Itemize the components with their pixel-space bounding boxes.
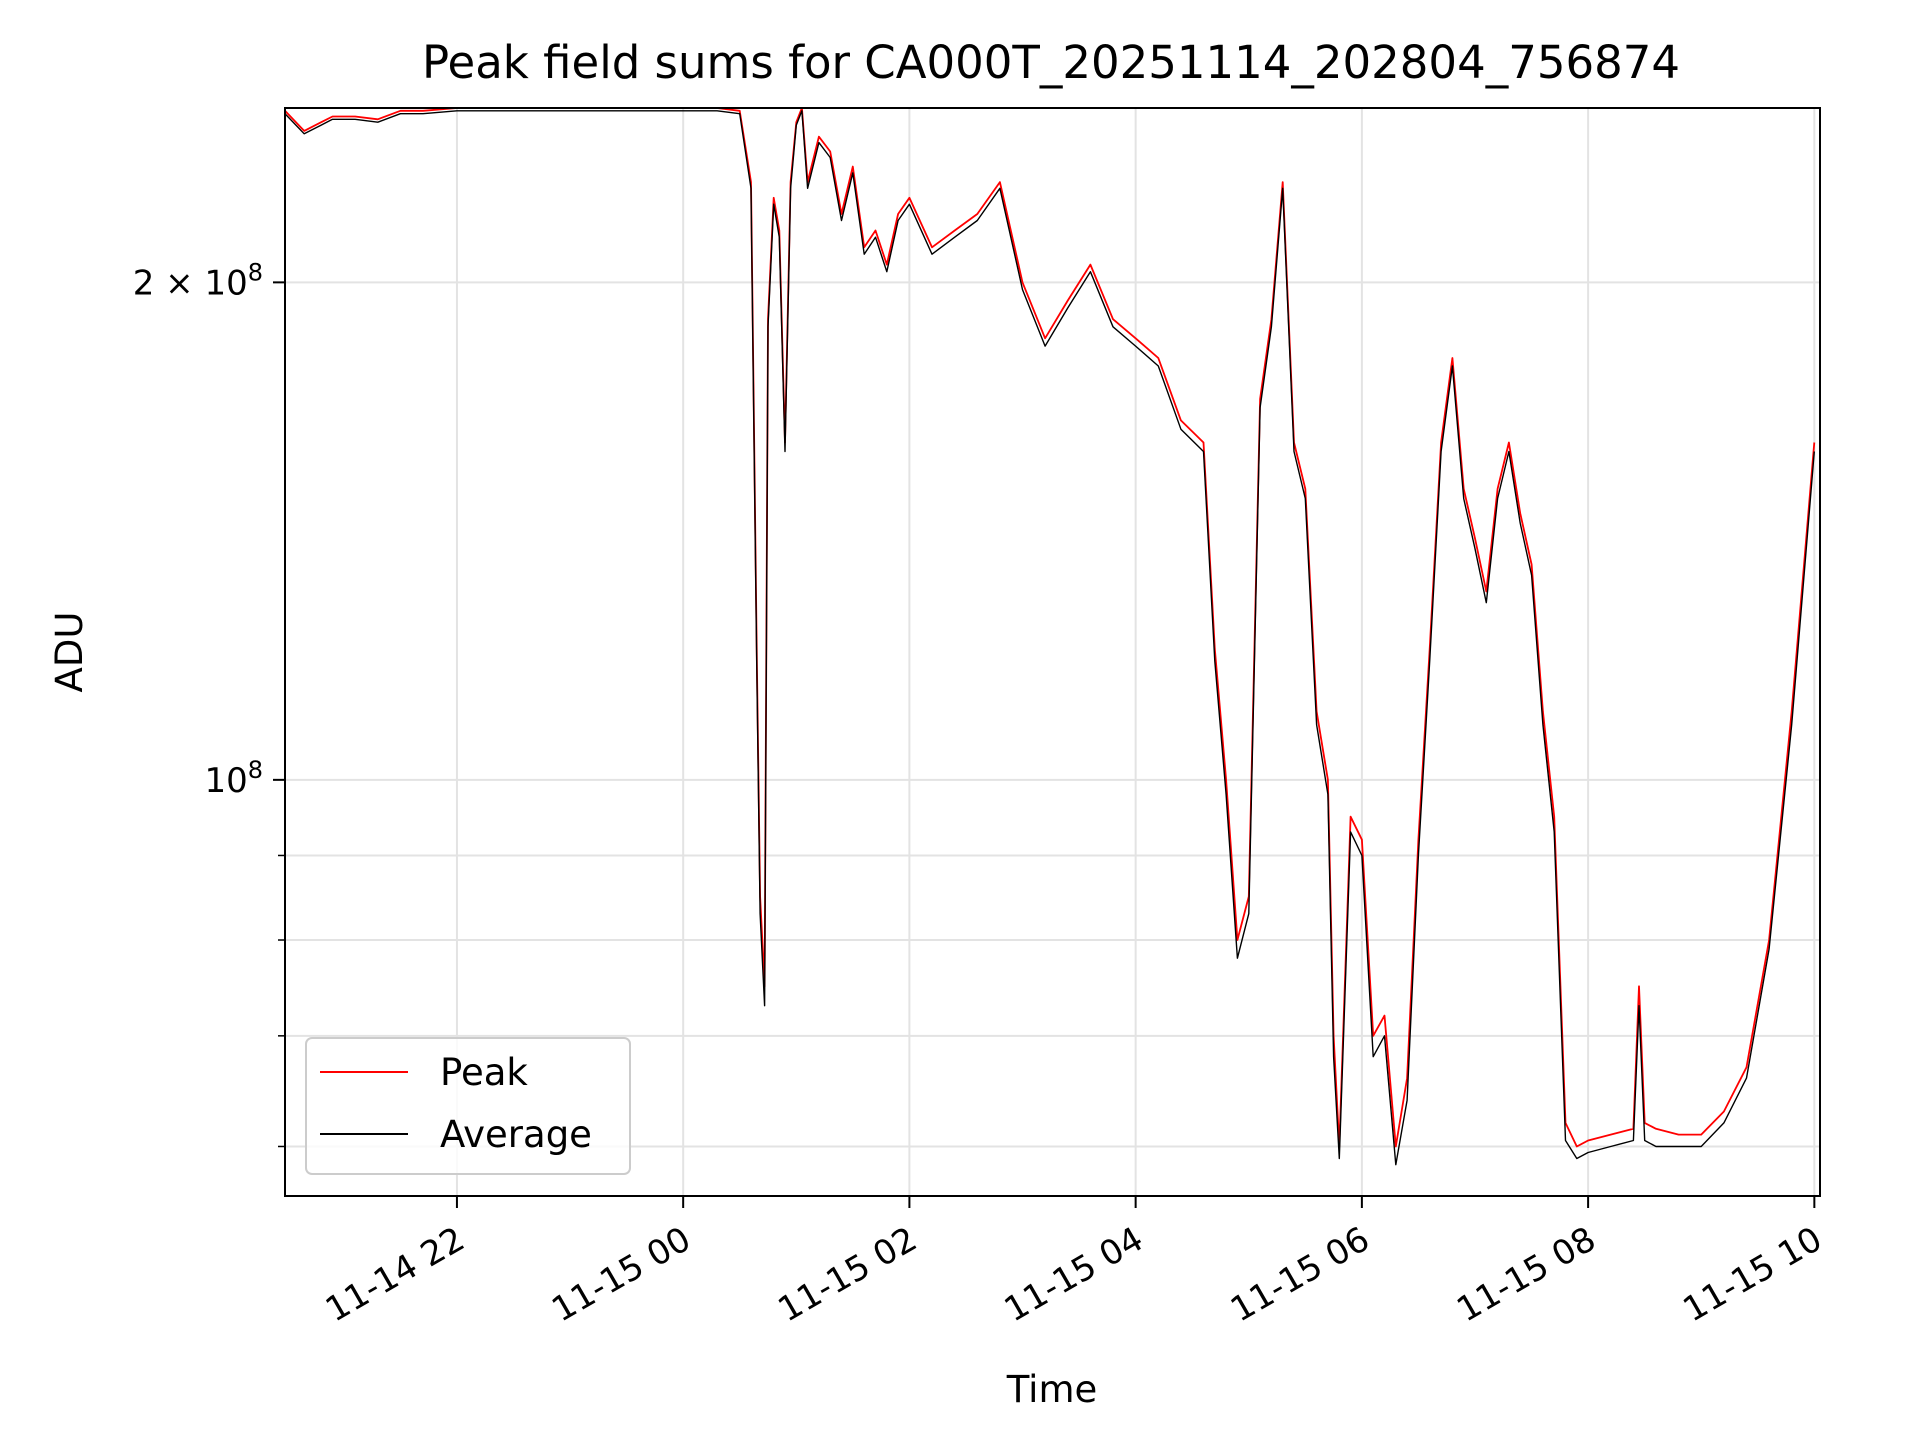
x-axis-label: Time [1006,1368,1098,1411]
series-line-average [285,110,1815,1166]
y-axis-label: ADU [48,612,91,693]
legend-peak-label: Peak [440,1051,528,1094]
plot-area [285,108,1820,1196]
legend-average-label: Average [440,1113,592,1156]
chart-title: Peak field sums for CA000T_20251114_2028… [422,36,1680,89]
series-layer [285,108,1816,1166]
y-tick-label: 108 [204,756,263,801]
plot-frame [284,107,1821,1197]
y-tick-label: 2 × 108 [133,258,263,303]
y-axis: 2 × 108 108 [133,258,285,1148]
legend: Peak Average [305,1037,631,1175]
